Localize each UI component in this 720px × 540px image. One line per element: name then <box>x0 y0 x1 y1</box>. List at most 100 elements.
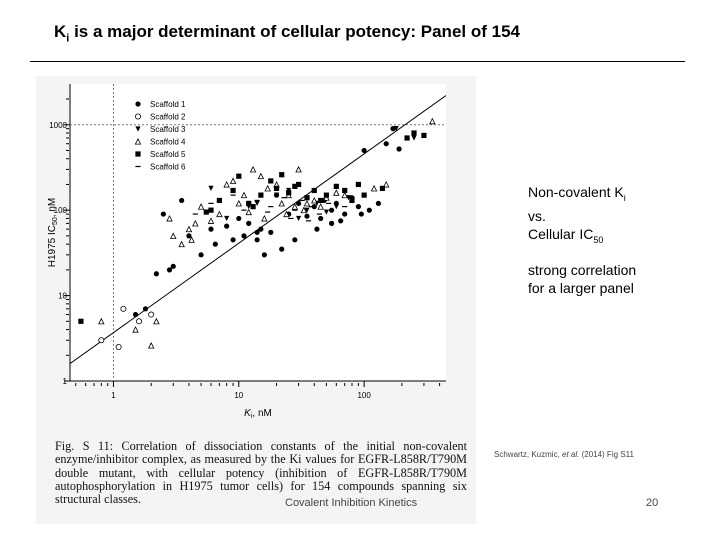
y-tick-label: 1 <box>63 377 68 386</box>
y-axis-title: H1975 IC50, nM <box>47 198 59 268</box>
data-point-scaffold-5 <box>236 173 242 179</box>
data-point-scaffold-4 <box>153 317 160 325</box>
legend-label-scaffold-6: Scaffold 6 <box>150 163 186 172</box>
data-point-scaffold-4 <box>132 326 139 333</box>
data-point-scaffold-4 <box>185 225 193 233</box>
footer-text: Covalent Inhibition Kinetics <box>285 497 418 509</box>
data-point-scaffold-5 <box>273 185 280 191</box>
data-point-scaffold-4 <box>370 184 378 192</box>
data-point-scaffold-5 <box>216 197 222 204</box>
data-point-scaffold-1 <box>246 220 252 227</box>
data-point-scaffold-3 <box>345 195 352 201</box>
data-point-scaffold-4 <box>216 210 223 218</box>
data-point-scaffold-1 <box>186 233 192 239</box>
legend-label-scaffold-4: Scaffold 4 <box>150 138 186 147</box>
data-point-scaffold-1 <box>396 146 402 152</box>
data-point-scaffold-5 <box>304 195 310 201</box>
data-point-scaffold-1 <box>230 237 236 243</box>
data-point-scaffold-4 <box>382 180 390 188</box>
data-point-scaffold-1 <box>361 147 367 154</box>
x-tick-label: 1 <box>111 391 116 400</box>
data-point-scaffold-4 <box>300 206 308 214</box>
data-point-scaffold-4 <box>317 203 324 210</box>
data-point-scaffold-5 <box>318 197 324 204</box>
data-point-scaffold-1 <box>304 213 310 219</box>
data-point-scaffold-5 <box>246 200 252 207</box>
correlation-note: strong correlation for a larger panel <box>528 261 636 297</box>
y-tick-label: 100 <box>54 206 68 215</box>
data-point-scaffold-1 <box>342 211 348 217</box>
data-point-scaffold-5 <box>230 187 236 194</box>
data-point-scaffold-4 <box>257 172 265 180</box>
data-point-scaffold-5 <box>411 130 417 136</box>
data-point-scaffold-4 <box>303 199 311 207</box>
data-point-scaffold-4 <box>223 180 230 188</box>
data-point-scaffold-1 <box>261 252 267 258</box>
data-point-scaffold-5 <box>355 181 361 188</box>
data-point-scaffold-1 <box>198 252 204 258</box>
data-point-scaffold-5 <box>349 197 355 204</box>
data-point-scaffold-1 <box>160 211 166 217</box>
data-point-scaffold-4 <box>249 165 257 173</box>
legend-marker-scaffold-3 <box>135 126 141 132</box>
data-point-scaffold-5 <box>203 209 209 215</box>
legend-marker-scaffold-5 <box>135 151 141 157</box>
data-point-scaffold-1 <box>355 204 361 210</box>
comparison-note: Non-covalent Ki vs. Cellular IC50 <box>528 183 626 249</box>
data-point-scaffold-1 <box>338 218 344 224</box>
data-point-scaffold-2 <box>136 318 143 325</box>
legend-marker-scaffold-1 <box>135 101 141 107</box>
data-point-scaffold-5 <box>333 183 339 189</box>
data-point-scaffold-1 <box>212 241 218 247</box>
data-point-scaffold-4 <box>192 219 199 227</box>
data-point-scaffold-4 <box>333 189 340 196</box>
data-point-scaffold-4 <box>341 191 348 199</box>
data-point-scaffold-1 <box>166 267 173 273</box>
data-point-scaffold-1 <box>318 215 324 222</box>
data-point-scaffold-4 <box>291 203 299 210</box>
data-point-scaffold-1 <box>292 237 298 243</box>
data-point-scaffold-2 <box>115 344 122 351</box>
data-point-scaffold-1 <box>258 226 264 232</box>
data-point-scaffold-1 <box>153 271 159 277</box>
data-point-scaffold-5 <box>258 192 264 198</box>
y-tick-label: 10 <box>58 292 67 301</box>
data-point-scaffold-1 <box>295 200 302 207</box>
note-line-correlation: strong correlation <box>528 262 637 278</box>
data-point-scaffold-4 <box>245 208 252 216</box>
data-point-scaffold-4 <box>278 199 285 207</box>
note-line-ic50: Cellular IC50 <box>528 225 604 245</box>
legend-label-scaffold-2: Scaffold 2 <box>150 113 186 122</box>
figure-panel: 1 10 100 1 10 100 1000 Ki, nM H1975 IC50, nM Scaf… <box>36 76 476 524</box>
data-point-scaffold-4 <box>264 184 271 192</box>
data-point-scaffold-5 <box>78 318 84 324</box>
data-point-scaffold-3 <box>323 209 330 215</box>
note-line-ki: Non-covalent Ki <box>528 184 626 203</box>
data-point-scaffold-1 <box>236 215 242 222</box>
data-point-scaffold-1 <box>142 306 149 312</box>
data-point-scaffold-1 <box>241 233 247 239</box>
data-point-scaffold-4 <box>98 317 105 325</box>
data-point-scaffold-1 <box>224 223 230 229</box>
data-point-scaffold-1 <box>132 311 139 318</box>
data-point-scaffold-2 <box>120 305 127 312</box>
data-point-scaffold-3 <box>304 207 310 213</box>
x-tick-label: 10 <box>234 391 243 400</box>
data-point-scaffold-4 <box>240 191 248 199</box>
data-point-scaffold-5 <box>286 190 292 196</box>
note-line-vs: vs. <box>528 207 546 224</box>
data-point-scaffold-3 <box>333 204 339 210</box>
data-point-scaffold-5 <box>292 183 298 189</box>
data-point-scaffold-5 <box>295 181 302 188</box>
note-line-panel: for a larger panel <box>528 280 634 296</box>
data-point-scaffold-4 <box>178 240 185 248</box>
x-tick-label: 100 <box>357 391 371 400</box>
data-point-scaffold-1 <box>179 197 185 204</box>
fit-line <box>70 95 446 364</box>
data-point-scaffold-4 <box>207 217 215 224</box>
data-point-scaffold-4 <box>188 236 195 243</box>
slide-title: Ki is a major determinant of cellular po… <box>54 22 520 45</box>
figure-caption: Fig. S 11: Correlation of dissociation c… <box>55 439 467 507</box>
data-point-scaffold-5 <box>268 178 274 184</box>
data-point-scaffold-1 <box>383 141 389 147</box>
